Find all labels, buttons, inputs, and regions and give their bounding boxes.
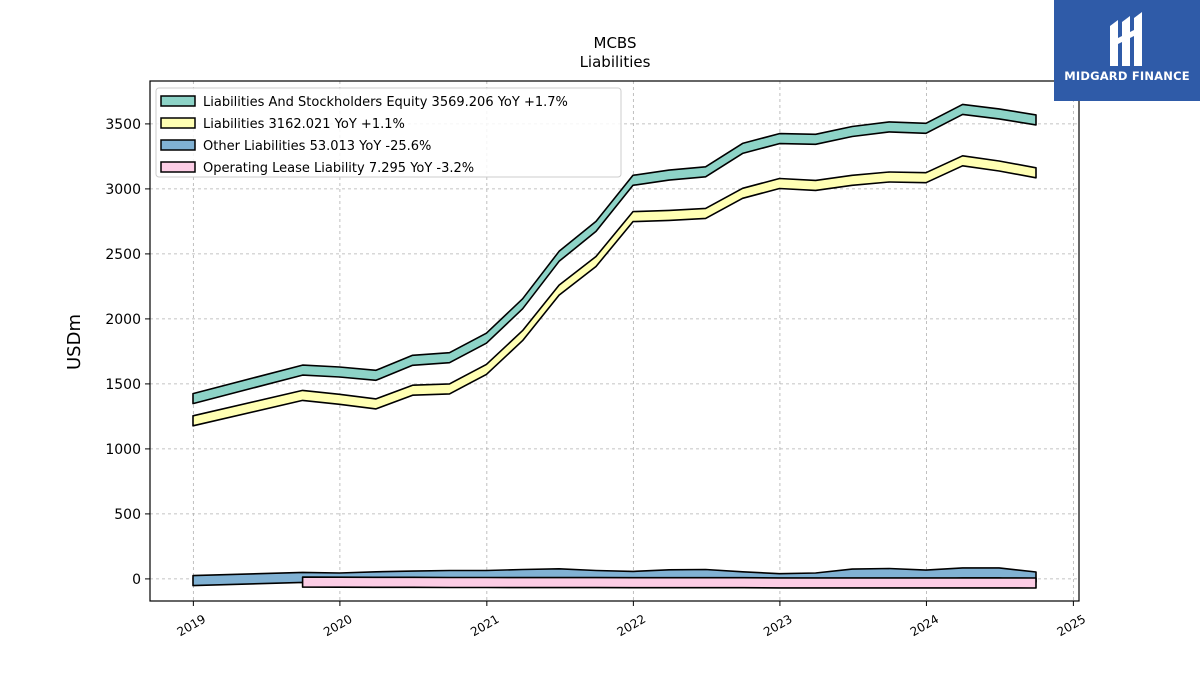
x-tick-label: 2022 bbox=[615, 612, 648, 639]
series-band bbox=[192, 155, 1037, 427]
y-tick-label: 2000 bbox=[105, 312, 141, 328]
series-layer bbox=[192, 103, 1037, 589]
y-tick-label: 3000 bbox=[105, 182, 141, 198]
legend-swatch bbox=[160, 117, 196, 129]
x-tick-label: 2019 bbox=[175, 612, 208, 639]
brand-logo: MIDGARD FINANCE bbox=[1054, 0, 1200, 101]
legend-entry: Other Liabilities 53.013 YoY -25.6% bbox=[203, 139, 431, 154]
legend-box bbox=[155, 87, 622, 178]
legend-swatch bbox=[160, 139, 196, 151]
legend-entry: Liabilities And Stockholders Equity 3569… bbox=[203, 95, 568, 110]
y-tick-label: 1000 bbox=[105, 442, 141, 458]
legend: Liabilities And Stockholders Equity 3569… bbox=[155, 87, 622, 178]
x-tick-label: 2020 bbox=[321, 612, 354, 639]
x-tick-label: 2023 bbox=[761, 612, 794, 639]
y-tick-label: 500 bbox=[114, 507, 141, 523]
y-tick-label: 1500 bbox=[105, 377, 141, 393]
series-band bbox=[192, 103, 1037, 405]
series-band bbox=[301, 576, 1037, 589]
midgard-logo-icon bbox=[1110, 12, 1142, 66]
chart-subtitle: Liabilities bbox=[580, 53, 651, 71]
x-tick-label: 2021 bbox=[468, 612, 501, 639]
y-tick-label: 2500 bbox=[105, 247, 141, 263]
x-tick-label: 2025 bbox=[1055, 612, 1088, 639]
y-tick-label: 0 bbox=[132, 572, 141, 588]
legend-entry: Liabilities 3162.021 YoY +1.1% bbox=[203, 117, 405, 132]
y-tick-label: 3500 bbox=[105, 117, 141, 133]
legend-swatch bbox=[160, 95, 196, 107]
legend-swatch bbox=[160, 161, 196, 173]
brand-name: MIDGARD FINANCE bbox=[1064, 69, 1190, 83]
chart-title: MCBS bbox=[594, 34, 637, 52]
plot-frame bbox=[149, 80, 1080, 602]
y-axis-label: USDm bbox=[64, 314, 85, 370]
x-tick-label: 2024 bbox=[908, 612, 941, 639]
legend-entry: Operating Lease Liability 7.295 YoY -3.2… bbox=[203, 161, 474, 176]
